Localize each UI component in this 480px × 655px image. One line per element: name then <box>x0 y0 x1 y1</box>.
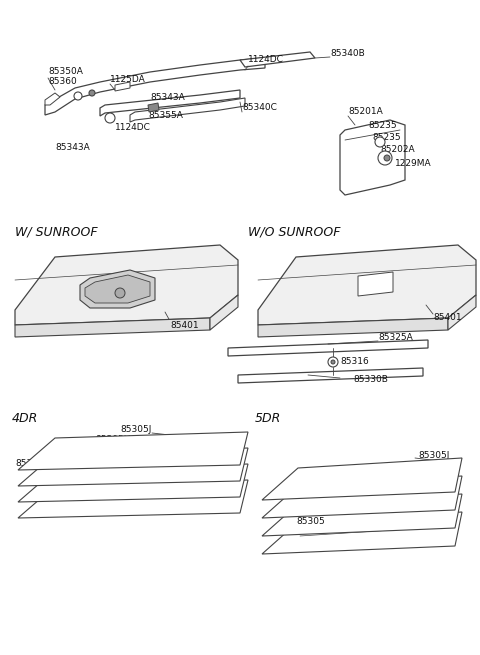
Polygon shape <box>262 458 462 500</box>
Text: 85355A: 85355A <box>148 111 183 119</box>
Text: 1125DA: 1125DA <box>110 75 146 84</box>
Text: 85235: 85235 <box>368 121 396 130</box>
Polygon shape <box>15 318 210 337</box>
Text: 5DR: 5DR <box>255 411 281 424</box>
Text: 85201A: 85201A <box>348 107 383 117</box>
Polygon shape <box>85 275 150 303</box>
Polygon shape <box>262 512 462 554</box>
Text: 1229MA: 1229MA <box>395 160 432 168</box>
Circle shape <box>384 155 390 161</box>
Polygon shape <box>262 476 462 518</box>
Polygon shape <box>130 98 245 122</box>
Text: 85340B: 85340B <box>330 50 365 58</box>
Text: 85343A: 85343A <box>150 94 185 102</box>
Text: 4DR: 4DR <box>12 411 38 424</box>
Circle shape <box>378 151 392 165</box>
Text: 85316: 85316 <box>340 358 369 367</box>
Text: 85305H: 85305H <box>95 436 131 445</box>
Text: W/ SUNROOF: W/ SUNROOF <box>15 225 97 238</box>
Polygon shape <box>18 480 248 518</box>
Polygon shape <box>258 245 476 325</box>
Text: 85340C: 85340C <box>242 103 277 113</box>
Text: 85305G: 85305G <box>328 504 364 512</box>
Polygon shape <box>18 448 248 486</box>
Text: 85305K: 85305K <box>396 464 431 472</box>
Polygon shape <box>45 58 265 115</box>
Text: W/O SUNROOF: W/O SUNROOF <box>248 225 340 238</box>
Text: 85305J: 85305J <box>120 426 151 434</box>
Text: 85360: 85360 <box>48 77 77 86</box>
Circle shape <box>74 92 82 100</box>
Text: 85305J: 85305J <box>418 451 449 460</box>
Text: 85325A: 85325A <box>378 333 413 341</box>
Polygon shape <box>448 295 476 330</box>
Polygon shape <box>15 245 238 325</box>
Circle shape <box>115 288 125 298</box>
Text: 85305G: 85305G <box>72 447 108 457</box>
Text: 85401: 85401 <box>433 314 462 322</box>
Polygon shape <box>45 93 60 105</box>
Text: 85305: 85305 <box>296 517 325 527</box>
Text: 85330B: 85330B <box>353 375 388 384</box>
Polygon shape <box>80 270 155 308</box>
Polygon shape <box>358 272 393 296</box>
Polygon shape <box>100 90 240 116</box>
Circle shape <box>375 137 385 147</box>
Text: 85235: 85235 <box>372 134 401 143</box>
Circle shape <box>89 90 95 96</box>
Text: 85343A: 85343A <box>55 143 90 153</box>
Polygon shape <box>228 340 428 356</box>
Circle shape <box>331 360 335 364</box>
Text: 85202A: 85202A <box>380 145 415 155</box>
Polygon shape <box>340 120 405 195</box>
Polygon shape <box>18 432 248 470</box>
Text: 1124DC: 1124DC <box>115 124 151 132</box>
Polygon shape <box>262 494 462 536</box>
Circle shape <box>328 357 338 367</box>
Polygon shape <box>115 82 130 91</box>
Text: 85305: 85305 <box>15 458 44 468</box>
Polygon shape <box>238 368 423 383</box>
Polygon shape <box>18 464 248 502</box>
Text: 85401: 85401 <box>170 320 199 329</box>
Text: 85350A: 85350A <box>48 67 83 77</box>
Polygon shape <box>210 295 238 330</box>
Text: 1124DC: 1124DC <box>248 56 284 64</box>
Polygon shape <box>240 52 315 67</box>
Circle shape <box>105 113 115 123</box>
Polygon shape <box>148 103 159 112</box>
Polygon shape <box>258 318 448 337</box>
